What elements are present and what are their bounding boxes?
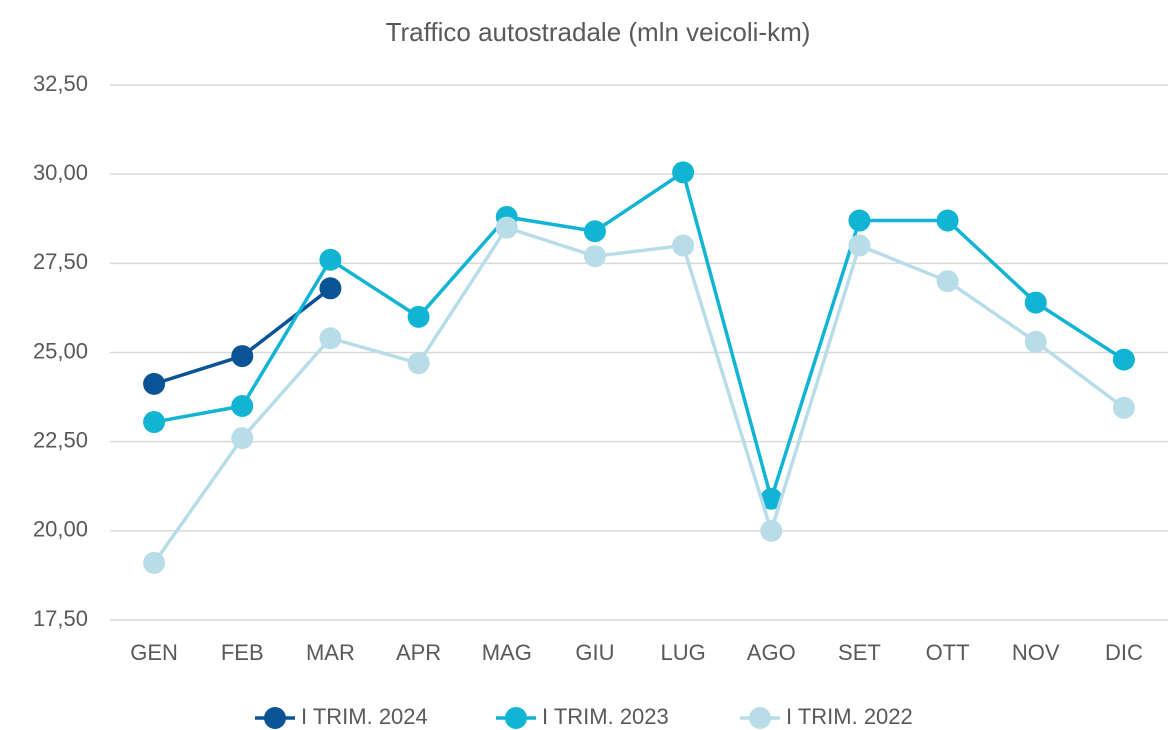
data-point [936, 270, 959, 293]
y-tick-label: 20,00 [33, 517, 88, 542]
data-point [231, 345, 254, 368]
x-tick-label: APR [396, 640, 441, 665]
data-point [672, 234, 695, 257]
y-tick-label: 22,50 [33, 427, 88, 452]
legend-marker [264, 707, 286, 729]
y-tick-label: 17,50 [33, 606, 88, 631]
data-point [407, 352, 430, 375]
x-tick-label: FEB [221, 640, 264, 665]
data-point [1024, 291, 1047, 314]
data-point [760, 487, 783, 510]
data-point [1112, 348, 1135, 371]
y-tick-label: 32,50 [33, 71, 88, 96]
x-tick-label: GIU [575, 640, 614, 665]
series-line [153, 169, 1125, 505]
y-tick-label: 27,50 [33, 249, 88, 274]
x-tick-label: MAR [306, 640, 355, 665]
data-point [672, 161, 695, 184]
y-tick-label: 25,00 [33, 338, 88, 363]
data-point [143, 411, 166, 434]
data-point [143, 551, 166, 574]
x-tick-label: SET [838, 640, 881, 665]
legend-label: I TRIM. 2023 [542, 704, 669, 729]
x-tick-label: AGO [747, 640, 796, 665]
legend-marker [749, 707, 771, 729]
data-point [1112, 396, 1135, 419]
x-tick-label: LUG [660, 640, 705, 665]
data-point [407, 305, 430, 328]
data-point [583, 220, 606, 243]
x-tick-label: DIC [1105, 640, 1143, 665]
data-point [319, 248, 342, 271]
data-point [848, 234, 871, 257]
data-point [319, 327, 342, 350]
data-point [848, 209, 871, 232]
series-line [152, 225, 1125, 564]
data-point [760, 519, 783, 542]
chart-title: Traffico autostradale (mln veicoli-km) [386, 17, 811, 47]
legend-label: I TRIM. 2024 [301, 704, 428, 729]
legend-label: I TRIM. 2022 [786, 704, 913, 729]
data-point [231, 427, 254, 450]
x-tick-label: GEN [130, 640, 178, 665]
data-point [1024, 330, 1047, 353]
data-point [231, 395, 254, 417]
data-point [495, 216, 518, 239]
x-tick-label: OTT [926, 640, 970, 665]
data-point [583, 245, 606, 268]
data-point [143, 372, 166, 395]
y-tick-label: 30,00 [33, 160, 88, 185]
legend-marker [505, 707, 527, 729]
x-tick-label: NOV [1012, 640, 1060, 665]
data-point [936, 209, 959, 232]
data-point [319, 277, 342, 300]
x-tick-label: MAG [482, 640, 532, 665]
